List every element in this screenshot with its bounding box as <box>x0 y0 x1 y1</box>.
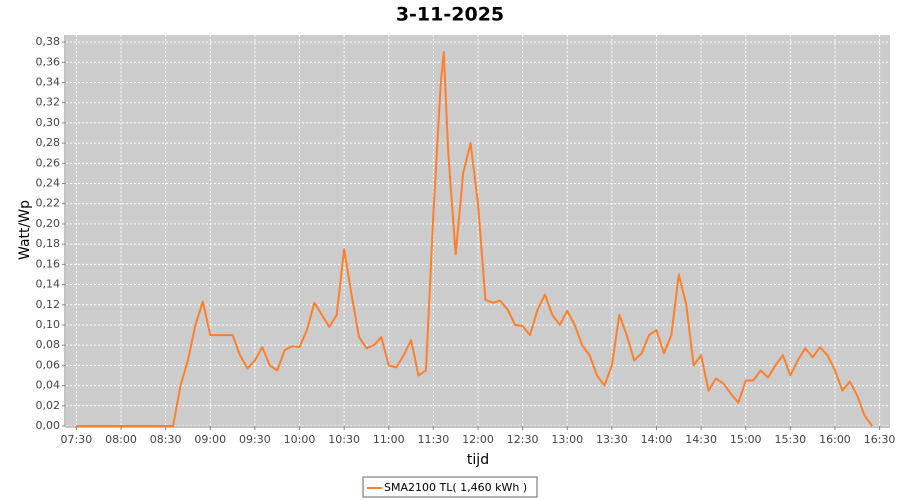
x-tick-label: 10:30 <box>328 433 360 446</box>
x-tick-label: 07:30 <box>61 433 93 446</box>
y-tick-label: 0,02 <box>36 399 61 412</box>
x-tick-label: 11:00 <box>373 433 405 446</box>
legend <box>362 476 538 498</box>
y-tick-label: 0,32 <box>36 96 61 109</box>
x-tick-label: 12:00 <box>462 433 494 446</box>
y-tick-label: 0,24 <box>36 177 61 190</box>
legend-label: SMA2100 TL( 1,460 kWh ) <box>384 481 527 494</box>
x-tick-label: 13:30 <box>596 433 628 446</box>
y-tick-label: 0,10 <box>36 318 61 331</box>
y-axis-label: Watt/Wp <box>17 200 33 260</box>
y-tick-label: 0,22 <box>36 197 61 210</box>
chart-title: 3-11-2025 <box>396 4 504 26</box>
y-tick-label: 0,38 <box>36 35 61 48</box>
data-line <box>76 51 873 427</box>
x-tick-label: 12:30 <box>507 433 539 446</box>
y-tick-label: 0,06 <box>36 358 61 371</box>
y-tick-label: 0,36 <box>36 55 61 68</box>
y-tick-label: 0,12 <box>36 298 61 311</box>
y-tick-label: 0,04 <box>36 379 61 392</box>
y-tick-label: 0,08 <box>36 338 61 351</box>
x-tick-label: 15:30 <box>774 433 806 446</box>
y-tick-label: 0,16 <box>36 257 61 270</box>
x-axis-label: tijd <box>467 452 489 468</box>
y-tick-label: 0,00 <box>36 419 61 432</box>
y-tick-label: 0,26 <box>36 156 61 169</box>
x-tick-label: 10:00 <box>284 433 316 446</box>
x-tick-label: 13:00 <box>551 433 583 446</box>
x-tick-label: 14:00 <box>641 433 673 446</box>
x-tick-label: 08:00 <box>105 433 137 446</box>
x-tick-label: 08:30 <box>150 433 182 446</box>
x-tick-label: 11:30 <box>418 433 450 446</box>
y-tick-label: 0,28 <box>36 136 61 149</box>
x-tick-label: 09:00 <box>194 433 226 446</box>
x-tick-label: 16:00 <box>819 433 851 446</box>
x-tick-label: 09:30 <box>239 433 271 446</box>
x-tick-label: 14:30 <box>685 433 717 446</box>
y-tick-label: 0,18 <box>36 237 61 250</box>
y-tick-label: 0,14 <box>36 278 61 291</box>
x-tick-label: 16:30 <box>864 433 896 446</box>
y-tick-label: 0,30 <box>36 116 61 129</box>
x-tick-label: 15:00 <box>730 433 762 446</box>
y-tick-label: 0,34 <box>36 75 61 88</box>
y-tick-label: 0,20 <box>36 217 61 230</box>
